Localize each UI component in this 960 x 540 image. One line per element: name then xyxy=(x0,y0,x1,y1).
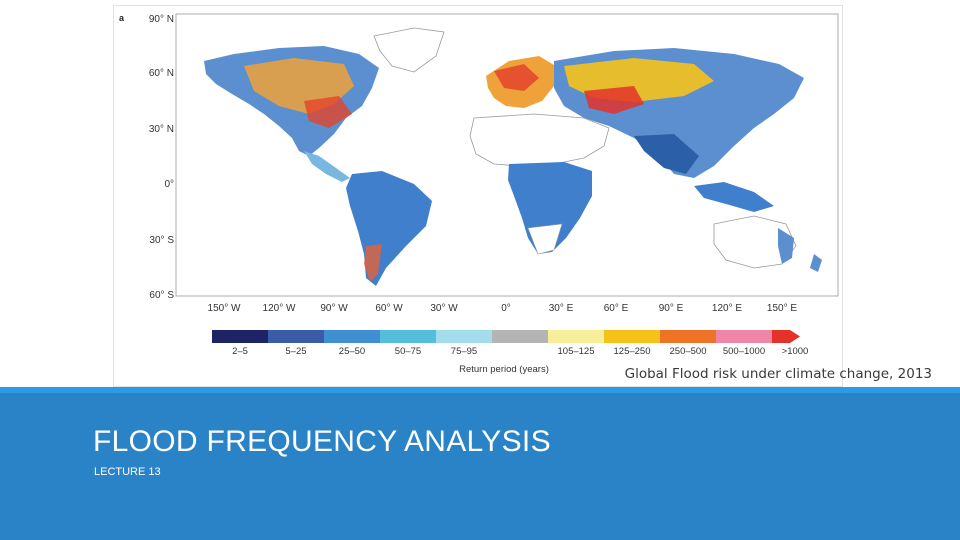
lon-label: 150° W xyxy=(207,303,241,314)
lon-label: 0° xyxy=(501,303,511,314)
legend-tick-label: >1000 xyxy=(781,346,809,357)
accent-stripe xyxy=(0,387,960,393)
lon-label: 90° E xyxy=(658,303,684,314)
central-america-landmass xyxy=(304,151,350,182)
legend-swatch xyxy=(716,330,772,343)
lon-label: 60° E xyxy=(603,303,629,314)
legend-color-bar xyxy=(212,330,800,343)
slide-subtitle: LECTURE 13 xyxy=(94,466,161,478)
legend-tick-label: 500–1000 xyxy=(722,346,766,357)
lat-label: 60° S xyxy=(149,290,174,301)
legend-tick-label: 105–125 xyxy=(557,346,595,357)
flood-map-figure: a 90° N 60° N 30° N 0° 30° S 60° S 150° … xyxy=(113,5,843,387)
legend-tick-label: 125–250 xyxy=(613,346,651,357)
north-africa-landmass xyxy=(469,113,610,167)
legend-tick-label: 2–5 xyxy=(232,346,248,357)
legend-swatch xyxy=(212,330,268,343)
legend-tick-label: 50–75 xyxy=(394,346,422,357)
lon-label: 30° E xyxy=(548,303,574,314)
legend-tick-label: 75–95 xyxy=(450,346,478,357)
legend-swatch xyxy=(436,330,492,343)
australia-east-coast xyxy=(778,228,794,264)
legend-swatch xyxy=(604,330,660,343)
south-asia-region xyxy=(634,134,699,174)
legend-tick-label: 250–500 xyxy=(669,346,707,357)
lon-label: 120° W xyxy=(262,303,296,314)
legend-swatch xyxy=(660,330,716,343)
legend-swatch xyxy=(548,330,604,343)
lon-label: 60° W xyxy=(375,303,403,314)
north-america-hotspot-red xyxy=(304,96,352,128)
legend-tick-label: 5–25 xyxy=(285,346,307,357)
lon-label: 150° E xyxy=(766,303,798,314)
lon-label: 90° W xyxy=(320,303,348,314)
legend-swatch xyxy=(380,330,436,343)
legend-swatch xyxy=(268,330,324,343)
legend-title: Return period (years) xyxy=(459,364,549,375)
legend-tick-label: 25–50 xyxy=(338,346,366,357)
lat-label: 90° N xyxy=(148,14,174,25)
new-zealand-landmass xyxy=(810,254,822,272)
panel-letter: a xyxy=(119,13,125,23)
lon-label: 30° W xyxy=(430,303,458,314)
world-flood-map xyxy=(175,13,839,343)
lat-label: 60° N xyxy=(148,68,174,79)
lat-label: 0° xyxy=(164,179,174,190)
slide-title: FLOOD FREQUENCY ANALYSIS xyxy=(93,425,551,458)
europe-hotspot xyxy=(494,64,539,91)
legend-swatch xyxy=(324,330,380,343)
lon-label: 120° E xyxy=(711,303,743,314)
figure-caption: Global Flood risk under climate change, … xyxy=(624,366,932,382)
title-band xyxy=(0,393,960,540)
lat-label: 30° N xyxy=(148,124,174,135)
africa-south xyxy=(527,223,563,255)
south-america-hotspot xyxy=(364,244,382,282)
legend-swatch-arrow xyxy=(772,330,800,343)
asia-hotspot-red xyxy=(584,86,644,114)
lat-label: 30° S xyxy=(149,235,174,246)
greenland-landmass xyxy=(373,27,445,73)
legend-swatch xyxy=(492,330,548,343)
southeast-asia-islands xyxy=(694,182,774,212)
